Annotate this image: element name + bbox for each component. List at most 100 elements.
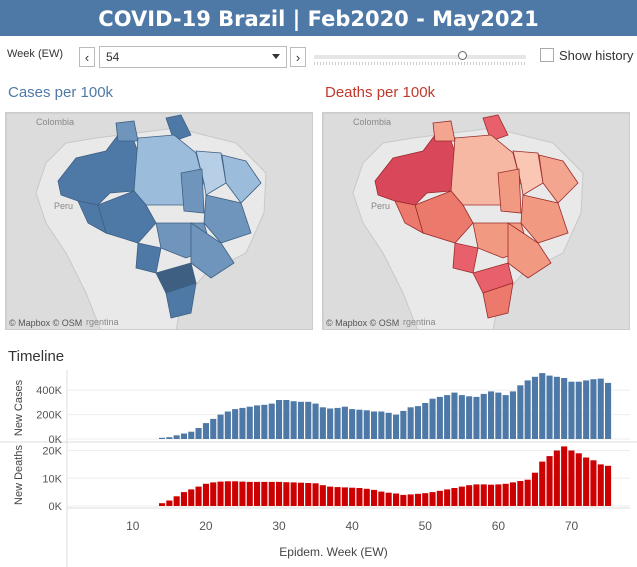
- bar[interactable]: [356, 488, 363, 506]
- region-rondonia[interactable]: [77, 200, 107, 234]
- bar[interactable]: [597, 378, 604, 439]
- bar[interactable]: [524, 479, 531, 506]
- bar[interactable]: [400, 494, 407, 506]
- bar[interactable]: [495, 392, 502, 439]
- bar[interactable]: [159, 503, 166, 506]
- bar[interactable]: [458, 395, 465, 439]
- bar[interactable]: [509, 482, 516, 506]
- bar[interactable]: [561, 378, 568, 439]
- bar[interactable]: [371, 489, 378, 506]
- bar[interactable]: [202, 483, 209, 506]
- bar[interactable]: [290, 401, 297, 439]
- bar[interactable]: [217, 481, 224, 506]
- bar[interactable]: [305, 401, 312, 439]
- bar[interactable]: [341, 406, 348, 439]
- bar[interactable]: [232, 409, 239, 439]
- cases-map[interactable]: Colombia Peru rgentina © Mapbox © OSM: [5, 112, 313, 330]
- bar[interactable]: [568, 381, 575, 439]
- bar[interactable]: [202, 423, 209, 439]
- bar[interactable]: [261, 481, 268, 506]
- bar[interactable]: [451, 392, 458, 439]
- region-parana-rs[interactable]: [165, 282, 197, 319]
- bar[interactable]: [173, 435, 180, 439]
- region-bahia[interactable]: [203, 194, 252, 244]
- bar[interactable]: [553, 450, 560, 507]
- bar[interactable]: [210, 418, 217, 439]
- bar[interactable]: [502, 483, 509, 506]
- bar[interactable]: [166, 500, 173, 507]
- bar[interactable]: [575, 453, 582, 506]
- bar[interactable]: [217, 414, 224, 439]
- bar[interactable]: [246, 481, 253, 506]
- bar[interactable]: [436, 396, 443, 439]
- bar[interactable]: [480, 393, 487, 439]
- region-amapa[interactable]: [165, 114, 192, 142]
- bar[interactable]: [466, 485, 473, 506]
- bar[interactable]: [553, 376, 560, 439]
- bar[interactable]: [605, 382, 612, 439]
- bar[interactable]: [480, 484, 487, 506]
- bar[interactable]: [436, 490, 443, 507]
- bar[interactable]: [524, 380, 531, 439]
- bar[interactable]: [422, 493, 429, 506]
- bar[interactable]: [488, 484, 495, 506]
- region-mato-grosso-do-sul[interactable]: [452, 242, 479, 274]
- bar[interactable]: [539, 461, 546, 506]
- bar[interactable]: [583, 380, 590, 439]
- bar[interactable]: [195, 428, 202, 439]
- bar[interactable]: [166, 437, 173, 439]
- bar[interactable]: [444, 395, 451, 439]
- bar[interactable]: [312, 403, 319, 439]
- bar[interactable]: [488, 391, 495, 439]
- bar[interactable]: [407, 407, 414, 439]
- bar[interactable]: [575, 381, 582, 439]
- bar[interactable]: [276, 400, 283, 439]
- bar[interactable]: [422, 403, 429, 439]
- bar[interactable]: [466, 396, 473, 439]
- bar[interactable]: [495, 484, 502, 506]
- bar[interactable]: [517, 385, 524, 439]
- bar[interactable]: [254, 405, 261, 439]
- bar[interactable]: [188, 431, 195, 439]
- bar[interactable]: [583, 457, 590, 507]
- bar[interactable]: [312, 483, 319, 506]
- bar[interactable]: [473, 396, 480, 439]
- bar[interactable]: [605, 465, 612, 506]
- bar[interactable]: [297, 482, 304, 506]
- bar[interactable]: [188, 489, 195, 506]
- bar[interactable]: [290, 482, 297, 506]
- bar[interactable]: [597, 464, 604, 506]
- bar[interactable]: [363, 410, 370, 439]
- bar[interactable]: [254, 481, 261, 506]
- show-history-checkbox[interactable]: [540, 48, 554, 62]
- bar[interactable]: [319, 485, 326, 506]
- bar[interactable]: [239, 407, 246, 439]
- week-slider[interactable]: [314, 55, 526, 59]
- bar[interactable]: [276, 481, 283, 506]
- bar[interactable]: [327, 408, 334, 440]
- bar[interactable]: [509, 391, 516, 439]
- bar[interactable]: [349, 409, 356, 439]
- bar[interactable]: [195, 486, 202, 506]
- bar[interactable]: [568, 450, 575, 507]
- bar[interactable]: [531, 472, 538, 506]
- bar[interactable]: [363, 488, 370, 506]
- region-tocantins[interactable]: [180, 168, 205, 214]
- bar[interactable]: [232, 481, 239, 506]
- bar[interactable]: [414, 406, 421, 439]
- region-mato-grosso-do-sul[interactable]: [135, 242, 162, 274]
- bar[interactable]: [173, 496, 180, 506]
- bar[interactable]: [349, 487, 356, 506]
- region-amapa[interactable]: [482, 114, 509, 142]
- region-roraima[interactable]: [115, 120, 139, 142]
- bar[interactable]: [305, 483, 312, 506]
- bar[interactable]: [180, 433, 187, 440]
- bar[interactable]: [385, 492, 392, 506]
- bar[interactable]: [261, 404, 268, 439]
- bar[interactable]: [473, 484, 480, 506]
- bar[interactable]: [539, 373, 546, 439]
- bar[interactable]: [268, 403, 275, 439]
- prev-week-button[interactable]: ‹: [79, 47, 95, 67]
- bar[interactable]: [451, 488, 458, 506]
- bar[interactable]: [327, 486, 334, 506]
